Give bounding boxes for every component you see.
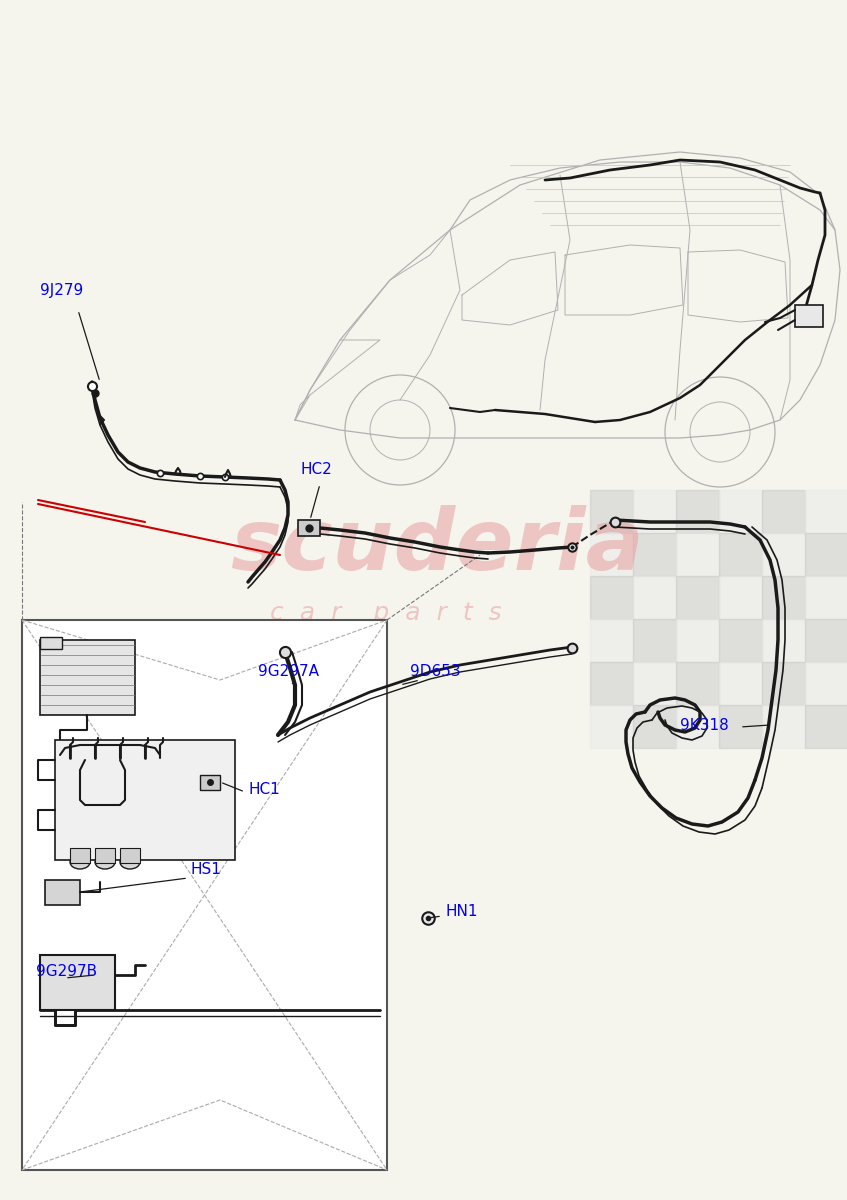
Bar xyxy=(762,619,805,662)
Bar xyxy=(719,490,762,533)
Bar xyxy=(633,662,676,704)
Text: HC1: HC1 xyxy=(248,782,280,798)
Ellipse shape xyxy=(70,854,90,869)
Bar xyxy=(795,305,823,326)
Text: 9K318: 9K318 xyxy=(680,718,728,732)
Bar xyxy=(719,619,762,662)
Bar xyxy=(805,490,847,533)
Bar xyxy=(719,662,762,704)
Bar xyxy=(719,576,762,619)
Text: HN1: HN1 xyxy=(445,905,478,919)
Bar xyxy=(633,704,676,748)
Bar xyxy=(805,662,847,704)
Text: c  a  r    p  a  r  t  s: c a r p a r t s xyxy=(270,601,501,625)
Bar xyxy=(22,620,387,1170)
Bar xyxy=(805,619,847,662)
Text: 9J279: 9J279 xyxy=(40,282,83,298)
Bar xyxy=(70,848,90,863)
Bar xyxy=(590,619,633,662)
Bar xyxy=(40,640,135,715)
Bar xyxy=(590,704,633,748)
Text: HS1: HS1 xyxy=(190,863,221,877)
Text: HC2: HC2 xyxy=(300,462,332,478)
Bar xyxy=(633,490,676,533)
Bar xyxy=(676,662,719,704)
Bar xyxy=(676,490,719,533)
Bar xyxy=(805,704,847,748)
Ellipse shape xyxy=(95,854,115,869)
Bar xyxy=(95,848,115,863)
Text: 9D653: 9D653 xyxy=(410,665,461,679)
Text: 9G297B: 9G297B xyxy=(36,965,97,979)
Bar xyxy=(298,520,320,536)
Bar xyxy=(633,619,676,662)
Bar xyxy=(590,576,633,619)
Bar xyxy=(762,704,805,748)
Bar xyxy=(676,619,719,662)
Bar xyxy=(805,576,847,619)
Bar xyxy=(762,533,805,576)
Ellipse shape xyxy=(120,854,140,869)
Bar xyxy=(762,490,805,533)
Bar xyxy=(762,662,805,704)
Bar xyxy=(676,704,719,748)
Bar xyxy=(633,533,676,576)
Bar xyxy=(719,533,762,576)
Bar xyxy=(762,576,805,619)
Bar xyxy=(40,955,115,1010)
Bar xyxy=(719,704,762,748)
Bar xyxy=(45,880,80,905)
Bar xyxy=(676,576,719,619)
Bar xyxy=(590,662,633,704)
FancyBboxPatch shape xyxy=(55,740,235,860)
Text: scuderia: scuderia xyxy=(230,505,644,588)
Bar xyxy=(200,775,220,790)
Bar xyxy=(590,490,633,533)
Bar xyxy=(590,533,633,576)
Bar xyxy=(120,848,140,863)
Bar xyxy=(40,637,62,649)
Bar xyxy=(633,576,676,619)
Bar xyxy=(676,533,719,576)
Text: 9G297A: 9G297A xyxy=(258,665,319,679)
Bar xyxy=(805,533,847,576)
